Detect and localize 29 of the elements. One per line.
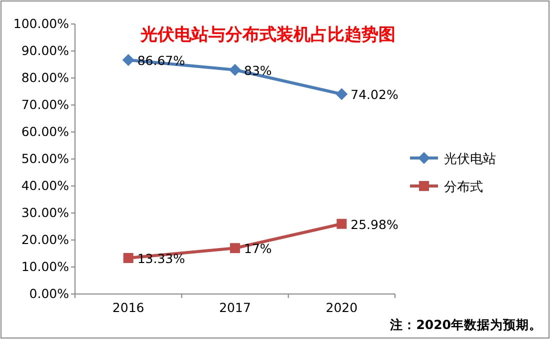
y-tick-label: 10.00% (21, 259, 70, 274)
y-tick-label: 30.00% (21, 205, 70, 220)
point (336, 88, 348, 100)
data-label: 25.98% (350, 216, 398, 232)
y-tick-label: 0.00% (29, 286, 70, 301)
y-tick-label: 100.00% (13, 16, 70, 31)
point (229, 64, 241, 76)
point (123, 253, 134, 264)
y-tick-label: 70.00% (21, 97, 70, 112)
data-label: 83% (244, 62, 272, 78)
data-label: 74.02% (350, 87, 398, 102)
x-tick-label: 2016 (112, 300, 144, 315)
x-tick-label: 2017 (219, 300, 251, 315)
legend-label: 分布式 (444, 180, 483, 195)
y-tick-label: 60.00% (21, 124, 70, 139)
x-tick-label: 2020 (326, 300, 358, 315)
text: 注：2020年数据为预期。 (389, 317, 542, 332)
y-tick-label: 40.00% (21, 178, 70, 193)
point (336, 218, 347, 229)
data-label: 17% (244, 241, 272, 256)
data-label: 13.33% (137, 251, 186, 266)
point (122, 54, 134, 66)
point (230, 243, 240, 254)
legend-label: 光伏电站 (444, 152, 496, 167)
y-tick-label: 80.00% (21, 70, 70, 85)
y-tick-label: 90.00% (21, 43, 70, 58)
y-tick-label: 20.00% (21, 232, 70, 247)
chart-title: 光伏电站与分布式装机占比趋势图 (140, 25, 396, 45)
y-tick-label: 50.00% (21, 151, 70, 166)
